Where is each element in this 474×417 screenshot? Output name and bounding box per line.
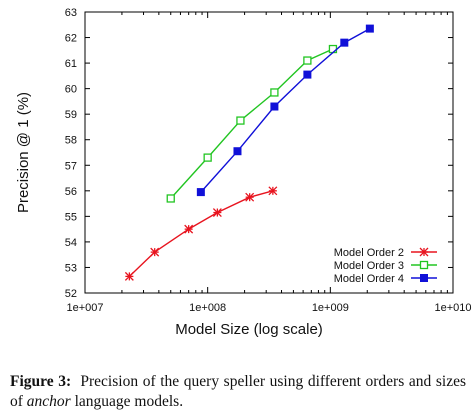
caption-text-after: language models. <box>70 393 184 410</box>
legend-marker <box>419 260 429 270</box>
x-tick-label: 1e+008 <box>189 302 226 314</box>
y-tick-label: 62 <box>65 33 77 45</box>
y-tick-label: 56 <box>65 186 77 198</box>
legend-label: Model Order 4 <box>334 273 404 285</box>
legend-marker <box>420 274 428 282</box>
data-point <box>303 56 312 65</box>
series-line-3 <box>200 27 371 193</box>
data-point <box>233 147 242 156</box>
chart: 52 53 54 55 56 57 58 59 60 61 62 63 1e+007 1e+008 1e+0… <box>15 7 472 338</box>
y-tick-label: 61 <box>65 58 77 70</box>
y-tick-label: 63 <box>65 7 77 19</box>
y-axis-title: Precision @ 1 (%) <box>15 92 32 213</box>
y-tick-label: 58 <box>65 135 77 147</box>
figure-caption: Figure 3: Precision of the query speller… <box>10 372 466 412</box>
data-point <box>270 88 279 97</box>
data-point <box>236 116 245 125</box>
caption-emphasis: anchor <box>26 393 71 410</box>
legend-label: Model Order 3 <box>334 260 404 272</box>
data-point <box>340 38 349 47</box>
data-point <box>328 44 338 54</box>
data-point <box>203 153 212 162</box>
data-point <box>124 271 134 281</box>
y-tick-label: 55 <box>65 211 77 223</box>
data-point <box>196 188 205 197</box>
data-point <box>150 247 160 257</box>
x-axis-title: Model Size (log scale) <box>175 321 323 338</box>
legend-marker <box>419 247 429 257</box>
y-tick-label: 54 <box>65 237 77 249</box>
legend-label: Model Order 2 <box>334 247 404 259</box>
plot-frame <box>84 11 454 294</box>
data-point <box>184 224 194 234</box>
y-tick-label: 57 <box>65 160 77 172</box>
y-tick-label: 53 <box>65 262 77 274</box>
data-point <box>365 24 374 33</box>
series-line-1 <box>128 190 274 277</box>
data-point <box>270 102 279 111</box>
x-tick-label: 1e+007 <box>66 302 103 314</box>
caption-text-before: Precision of the query speller using dif… <box>10 373 466 410</box>
data-point <box>166 194 175 203</box>
data-point <box>303 70 312 79</box>
x-tick-label: 1e+009 <box>312 302 349 314</box>
y-tick-label: 52 <box>65 288 77 300</box>
data-point <box>268 186 278 196</box>
data-point <box>245 192 255 202</box>
y-tick-label: 59 <box>65 109 77 121</box>
caption-label: Figure 3: <box>10 373 72 390</box>
y-tick-label: 60 <box>65 84 77 96</box>
x-tick-label: 1e+010 <box>434 302 471 314</box>
data-point <box>212 208 222 217</box>
series-line-2 <box>170 48 334 199</box>
